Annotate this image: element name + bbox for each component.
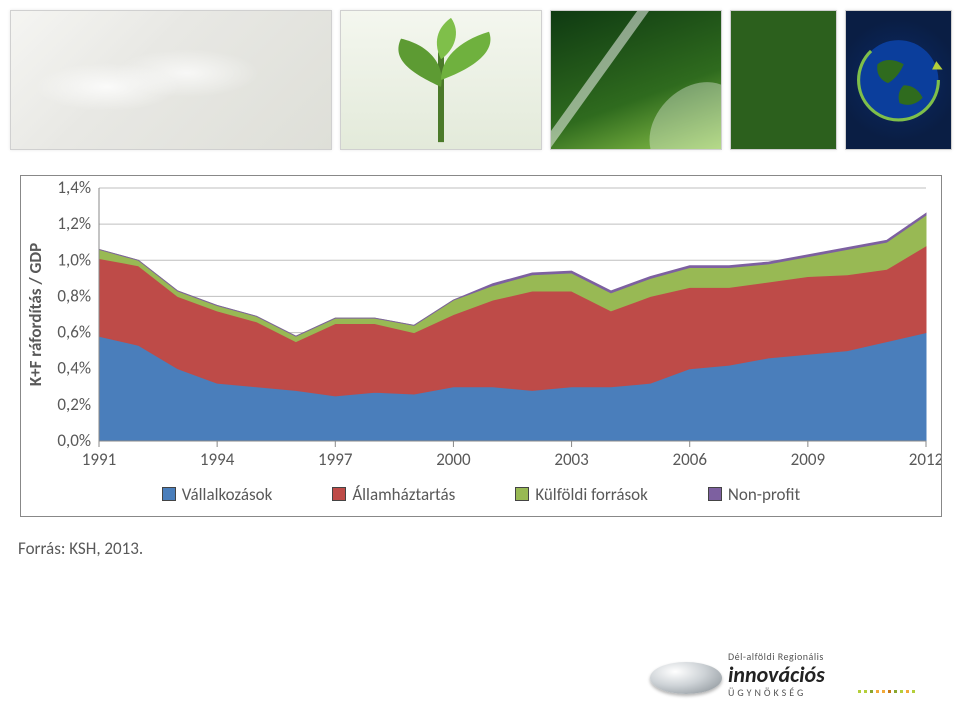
chart-svg: 0,0% 0,2% 0,4% 0,6% 0,8% 1,0% 1,2% 1,4% 1991 1994… xyxy=(21,176,941,476)
svg-text:2003: 2003 xyxy=(554,449,588,470)
legend-swatch xyxy=(515,487,529,501)
legend-label: Vállalkozások xyxy=(182,484,273,505)
legend-swatch xyxy=(332,487,346,501)
svg-text:1994: 1994 xyxy=(200,449,235,470)
agency-logo-line2: innovációs xyxy=(728,664,825,686)
legend-swatch xyxy=(708,487,722,501)
svg-text:0,2%: 0,2% xyxy=(57,394,91,415)
header-panel-dna xyxy=(10,10,332,150)
svg-text:0,4%: 0,4% xyxy=(57,358,91,379)
legend-item: Non-profit xyxy=(708,480,800,508)
legend-swatch xyxy=(162,487,176,501)
agency-logo-dots xyxy=(858,690,928,693)
agency-logo: Dél-alföldi Regionális innovációs ÜGYNÖK… xyxy=(650,652,940,706)
chart-legend: Vállalkozások Államháztartás Külföldi forr… xyxy=(21,480,941,508)
svg-text:K+F ráfordítás / GDP: K+F ráfordítás / GDP xyxy=(25,243,46,386)
svg-text:1997: 1997 xyxy=(318,449,353,470)
svg-text:1,4%: 1,4% xyxy=(57,177,91,198)
rd-gdp-stacked-area-chart: 0,0% 0,2% 0,4% 0,6% 0,8% 1,0% 1,2% 1,4% 1991 1994… xyxy=(20,175,942,517)
svg-text:2009: 2009 xyxy=(791,449,826,470)
legend-item: Államháztartás xyxy=(332,480,455,508)
header-panel-plant xyxy=(340,10,542,150)
agency-logo-line3: ÜGYNÖKSÉG xyxy=(728,688,825,698)
svg-text:2012: 2012 xyxy=(909,449,941,470)
agency-logo-oval xyxy=(650,662,722,694)
legend-label: Külföldi források xyxy=(535,484,648,505)
svg-text:1,0%: 1,0% xyxy=(57,249,91,270)
svg-text:2006: 2006 xyxy=(672,449,707,470)
header-panel-globe xyxy=(845,10,952,150)
header-photo-strip xyxy=(0,0,960,160)
svg-text:0,0%: 0,0% xyxy=(57,430,91,451)
header-panel-leaf xyxy=(550,10,722,150)
legend-label: Non-profit xyxy=(728,484,800,505)
svg-text:0,8%: 0,8% xyxy=(57,285,91,306)
legend-item: Külföldi források xyxy=(515,480,648,508)
source-text: Forrás: KSH, 2013. xyxy=(18,538,143,559)
svg-text:2000: 2000 xyxy=(436,449,471,470)
svg-text:1991: 1991 xyxy=(82,449,116,470)
legend-label: Államháztartás xyxy=(352,484,455,505)
svg-text:1,2%: 1,2% xyxy=(57,213,91,234)
svg-text:0,6%: 0,6% xyxy=(57,322,91,343)
legend-item: Vállalkozások xyxy=(162,480,273,508)
header-panel-green xyxy=(730,10,837,150)
